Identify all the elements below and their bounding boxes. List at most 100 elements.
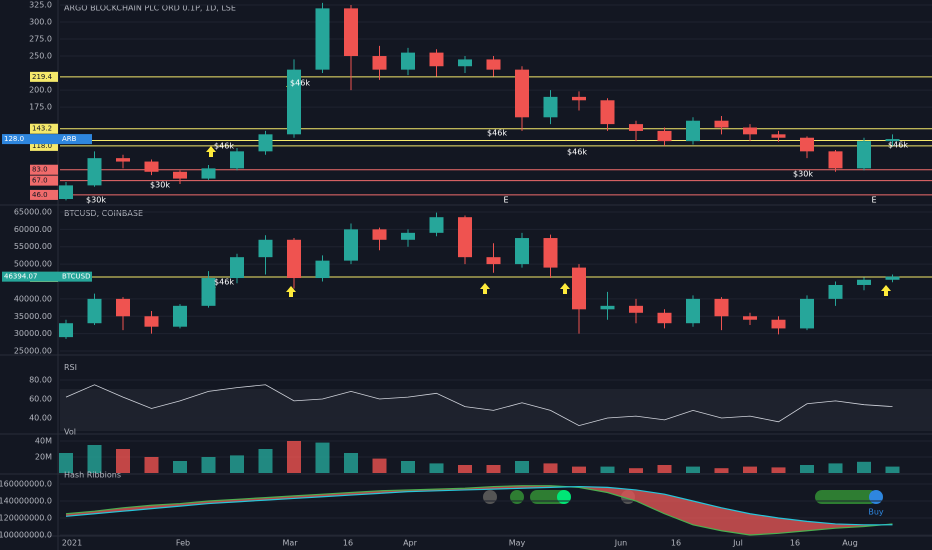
x-tick-label: Feb	[176, 539, 190, 548]
candle-body	[87, 158, 102, 186]
level-label: 46.0	[32, 191, 48, 199]
candle-body	[315, 8, 330, 70]
candle-body	[486, 59, 501, 70]
y-tick-label: 100000000.0	[0, 531, 52, 540]
y-tick-label: 25000.00	[14, 347, 52, 356]
y-tick-label: 30000.00	[14, 329, 52, 338]
y-tick-label: 325.0	[29, 0, 52, 9]
level-tag	[30, 175, 58, 186]
last-price: 128.0	[4, 135, 24, 143]
candle-body	[743, 316, 757, 320]
candle-body	[173, 305, 187, 327]
candle-body	[771, 319, 786, 329]
x-tick-label: Mar	[282, 539, 298, 548]
signal-label: Buy	[868, 508, 884, 517]
annotation: $46k	[290, 79, 310, 88]
candle-body	[600, 100, 615, 125]
annotation: $30k	[793, 170, 813, 179]
y-tick-label: 35000.00	[14, 312, 52, 321]
y-tick-label: 140000000.0	[0, 497, 52, 506]
candle-body	[458, 217, 472, 258]
level-label: 143.2	[32, 125, 52, 133]
last-name: ARB	[62, 135, 77, 143]
panel-title: Vol	[64, 428, 76, 437]
level-label: 83.0	[32, 166, 48, 174]
last-tag	[2, 134, 92, 145]
candle-body	[714, 120, 729, 128]
candle-body	[372, 56, 387, 70]
volume-bar	[600, 466, 615, 473]
y-tick-label: 50000.00	[14, 260, 52, 269]
annotation: E	[871, 196, 876, 205]
candle-body	[743, 127, 757, 135]
candle-body	[87, 298, 102, 324]
volume-bar	[657, 465, 672, 473]
ribbon-line	[65, 485, 893, 536]
volume-bar	[287, 441, 301, 473]
candle-body	[116, 298, 130, 317]
panel-title: Hash Ribbions	[64, 470, 121, 479]
volume-bar	[429, 463, 444, 473]
candle-body	[344, 229, 358, 261]
candle-body	[372, 229, 387, 240]
last-price: 46394.07	[4, 273, 37, 281]
level-tag	[30, 164, 58, 175]
level-label: 118.0	[32, 142, 52, 150]
y-tick-label: 55000.00	[14, 242, 52, 251]
candle-body	[629, 305, 643, 313]
volume-bar	[714, 468, 729, 473]
volume-bar	[201, 457, 216, 473]
y-tick-label: 300.0	[29, 17, 52, 26]
candle-body	[857, 141, 871, 169]
panel-title: ARGO BLOCKCHAIN PLC ORD 0.1P, 1D, LSE	[64, 4, 236, 13]
volume-bar	[116, 449, 130, 473]
candle-body	[401, 52, 415, 70]
level-tag	[30, 123, 58, 134]
volume-bar	[173, 461, 187, 473]
candle-body	[828, 284, 843, 299]
candle-body	[201, 278, 216, 306]
candle-body	[543, 238, 558, 268]
volume-bar	[686, 466, 700, 473]
candle-body	[458, 59, 472, 67]
candle-body	[657, 130, 672, 142]
level-tag	[30, 71, 58, 82]
candle-body	[800, 298, 814, 329]
candle-body	[429, 217, 444, 233]
candle-body	[686, 120, 700, 142]
level-label: 67.0	[32, 177, 48, 185]
candle-body	[885, 276, 900, 280]
candle-body	[828, 151, 843, 169]
last-name: BTCUSD	[62, 273, 91, 281]
volume-bar	[344, 453, 358, 473]
panel-title: BTCUSD, COINBASE	[64, 209, 143, 218]
volume-bar	[486, 465, 501, 473]
annotation: $46k	[888, 141, 908, 150]
annotation: $30k	[150, 181, 170, 190]
candle-body	[572, 267, 586, 310]
volume-bar	[515, 461, 529, 473]
volume-bar	[87, 445, 102, 473]
y-tick-label: 65000.00	[14, 207, 52, 216]
candle-body	[686, 298, 700, 324]
panel-title: RSI	[64, 363, 77, 372]
volume-bar	[258, 449, 273, 473]
candle-body	[885, 139, 900, 142]
annotation: $46k	[487, 129, 507, 138]
annotation: $30k	[86, 196, 106, 205]
candle-body	[515, 69, 529, 118]
volume-bar	[401, 461, 415, 473]
rsi-line	[65, 384, 893, 427]
x-tick-label: May	[509, 539, 526, 548]
volume-bar	[372, 458, 387, 473]
candle-body	[429, 52, 444, 67]
y-tick-label: 175.0	[29, 103, 52, 112]
candle-body	[714, 298, 729, 317]
candle-body	[59, 323, 73, 338]
y-tick-label: 60000.00	[14, 225, 52, 234]
candle-body	[59, 185, 73, 199]
y-tick-label: 40.00	[29, 414, 52, 423]
volume-bar	[828, 463, 843, 473]
volume-bar	[771, 467, 786, 473]
